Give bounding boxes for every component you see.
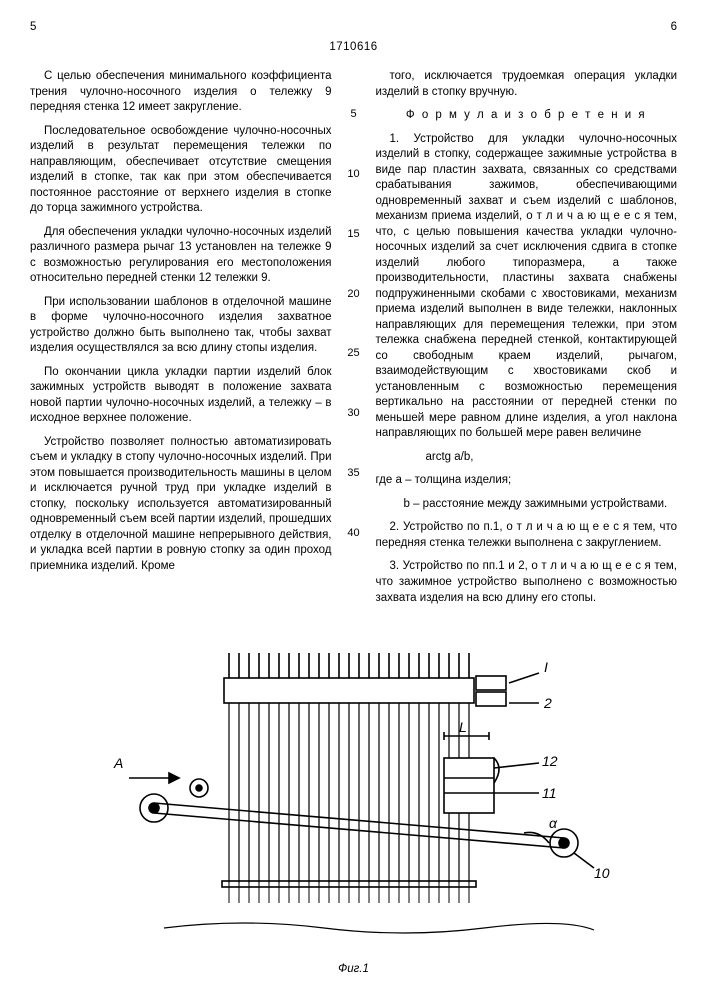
callout-12: 12	[542, 753, 558, 769]
text-columns: С целью обеспечения минимального коэффиц…	[30, 69, 677, 614]
callout-alpha: α	[549, 815, 558, 831]
callout-2: 2	[543, 695, 552, 711]
ln-20: 20	[346, 287, 362, 302]
left-column: С целью обеспечения минимального коэффиц…	[30, 69, 332, 614]
left-p2: Последовательное освобождение чулочно-но…	[30, 124, 332, 217]
claims-title: Ф о р м у л а и з о б р е т е н и я	[376, 108, 678, 124]
page-right: 6	[671, 20, 677, 36]
figure-label: Фиг.1	[30, 962, 677, 978]
figure-1: A I 2 L 12 11 α 10 Фиг.1	[30, 628, 677, 978]
where-a: где a – толщина изделия;	[376, 473, 678, 489]
formula: arctg a/b,	[376, 450, 678, 466]
callout-I: I	[544, 659, 548, 675]
callout-L: L	[459, 719, 467, 735]
page-left: 5	[30, 20, 36, 36]
claim-1: 1. Устройство для укладки чулочно-носочн…	[376, 132, 678, 442]
left-p4: При использовании шаблонов в отделочной …	[30, 295, 332, 357]
ln-35: 35	[346, 466, 362, 481]
callout-11: 11	[542, 785, 557, 801]
claim-2: 2. Устройство по п.1, о т л и ч а ю щ е …	[376, 520, 678, 551]
right-column: того, исключается трудоемкая операция ук…	[376, 69, 678, 614]
callout-A: A	[113, 755, 123, 771]
left-p5: По окончании цикла укладки партии издели…	[30, 365, 332, 427]
left-p1: С целью обеспечения минимального коэффиц…	[30, 69, 332, 116]
claim-3: 3. Устройство по пп.1 и 2, о т л и ч а ю…	[376, 559, 678, 606]
ln-5: 5	[346, 107, 362, 122]
line-number-gutter: 5 10 15 20 25 30 35 40	[346, 69, 362, 614]
ln-10: 10	[346, 167, 362, 182]
figure-svg: A I 2 L 12 11 α 10	[94, 628, 614, 958]
callout-10: 10	[594, 865, 610, 881]
page-numbers: 5 6	[30, 20, 677, 36]
left-p6: Устройство позволяет полностью автоматиз…	[30, 435, 332, 575]
left-p3: Для обеспечения укладки чулочно-носочных…	[30, 225, 332, 287]
patent-number: 1710616	[30, 40, 677, 56]
ln-15: 15	[346, 227, 362, 242]
where-b: b – расстояние между зажимными устройств…	[376, 497, 678, 513]
ln-30: 30	[346, 406, 362, 421]
right-p1: того, исключается трудоемкая операция ук…	[376, 69, 678, 100]
ln-25: 25	[346, 346, 362, 361]
ln-40: 40	[346, 526, 362, 541]
